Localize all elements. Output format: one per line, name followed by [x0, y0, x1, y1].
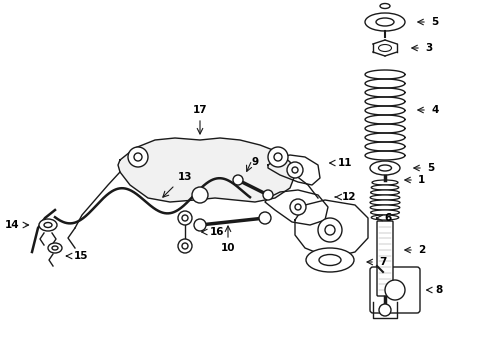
Circle shape — [274, 153, 282, 161]
Circle shape — [287, 162, 303, 178]
Circle shape — [290, 199, 306, 215]
Text: 4: 4 — [431, 105, 439, 115]
Ellipse shape — [365, 13, 405, 31]
Text: 17: 17 — [193, 105, 207, 115]
Text: 12: 12 — [342, 192, 357, 202]
Text: 10: 10 — [221, 243, 235, 253]
Circle shape — [259, 212, 271, 224]
Ellipse shape — [370, 161, 400, 175]
Circle shape — [263, 190, 273, 200]
Ellipse shape — [371, 215, 399, 220]
Ellipse shape — [372, 180, 398, 185]
FancyBboxPatch shape — [377, 221, 393, 296]
Ellipse shape — [39, 219, 57, 231]
Ellipse shape — [370, 190, 399, 195]
Circle shape — [182, 243, 188, 249]
Text: 15: 15 — [74, 251, 89, 261]
Circle shape — [379, 304, 391, 316]
Text: 8: 8 — [435, 285, 442, 295]
Polygon shape — [118, 138, 295, 202]
Text: 14: 14 — [4, 220, 19, 230]
Circle shape — [134, 153, 142, 161]
Ellipse shape — [378, 45, 392, 51]
Text: 11: 11 — [338, 158, 352, 168]
Text: 16: 16 — [210, 227, 224, 237]
Circle shape — [325, 225, 335, 235]
Ellipse shape — [370, 210, 399, 215]
Circle shape — [385, 280, 405, 300]
Circle shape — [178, 211, 192, 225]
Text: 5: 5 — [431, 17, 438, 27]
Text: 13: 13 — [178, 172, 193, 182]
Text: 3: 3 — [425, 43, 432, 53]
Text: 1: 1 — [418, 175, 425, 185]
Ellipse shape — [376, 18, 394, 26]
Circle shape — [182, 215, 188, 221]
Text: 2: 2 — [418, 245, 425, 255]
FancyBboxPatch shape — [370, 267, 420, 313]
Circle shape — [128, 147, 148, 167]
Ellipse shape — [371, 185, 399, 190]
Circle shape — [192, 187, 208, 203]
Circle shape — [295, 204, 301, 210]
Ellipse shape — [370, 195, 400, 200]
Ellipse shape — [319, 255, 341, 266]
Ellipse shape — [48, 243, 62, 253]
Circle shape — [233, 175, 243, 185]
Circle shape — [178, 239, 192, 253]
Circle shape — [268, 147, 288, 167]
Ellipse shape — [380, 4, 390, 9]
Ellipse shape — [370, 205, 400, 210]
Ellipse shape — [52, 246, 58, 250]
Circle shape — [194, 219, 206, 231]
Circle shape — [292, 167, 298, 173]
Ellipse shape — [306, 248, 354, 272]
Text: 5: 5 — [427, 163, 434, 173]
Text: 6: 6 — [384, 213, 391, 223]
Ellipse shape — [370, 200, 400, 205]
Ellipse shape — [44, 222, 52, 228]
Circle shape — [318, 218, 342, 242]
Ellipse shape — [378, 165, 392, 171]
Text: 7: 7 — [379, 257, 387, 267]
Text: 9: 9 — [251, 157, 259, 167]
